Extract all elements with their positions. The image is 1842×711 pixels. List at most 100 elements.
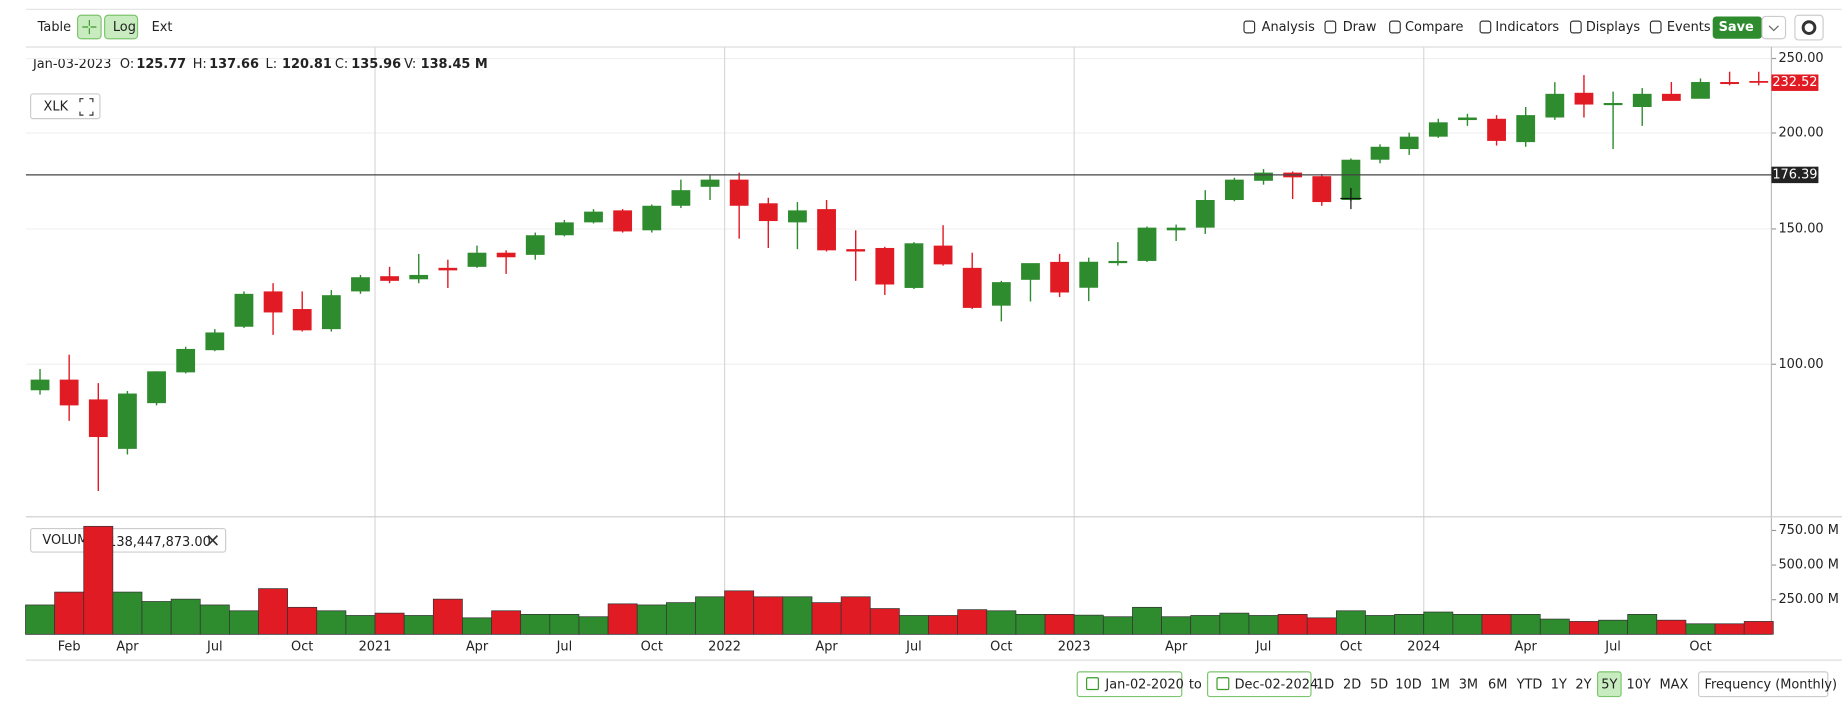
- from-date: Jan-02-2020: [1104, 677, 1183, 692]
- volume-bar: [25, 604, 55, 635]
- last-price: 232.52: [1772, 75, 1817, 90]
- candle-body: [292, 309, 312, 331]
- volume-bar: [1452, 614, 1483, 635]
- x-tick-label: Jul: [1255, 640, 1272, 655]
- readout-date: Jan-03-2023: [32, 57, 111, 72]
- volume-bar: [753, 596, 784, 635]
- volume-bar: [1190, 615, 1221, 635]
- range-button[interactable]: 3M: [1459, 677, 1478, 692]
- volume-bar: [1598, 619, 1629, 635]
- volume-bar: [1015, 614, 1046, 635]
- crosshair-button[interactable]: [77, 14, 102, 40]
- candle-body: [118, 393, 137, 449]
- volume-bar: [1306, 617, 1337, 635]
- toolbar-tool[interactable]: Compare: [1405, 20, 1464, 35]
- frequency-box[interactable]: [1698, 671, 1829, 698]
- gear-icon: [1801, 20, 1817, 35]
- range-button[interactable]: 2D: [1343, 677, 1361, 692]
- range-button[interactable]: 10Y: [1627, 677, 1651, 692]
- from-date-box[interactable]: [1076, 671, 1183, 698]
- range-button[interactable]: 6M: [1488, 677, 1507, 692]
- x-tick-label: 2024: [1407, 640, 1440, 655]
- volume-bar: [1510, 614, 1541, 635]
- volume-tick-label: 500.00 M: [1778, 558, 1838, 573]
- readout-label: L:: [266, 57, 278, 72]
- volume-bar: [141, 601, 172, 635]
- tool-icon: [1649, 20, 1662, 34]
- candle-body: [147, 371, 166, 404]
- y-tick-label: 150.00: [1778, 221, 1823, 236]
- crosshair-price-box: [1771, 166, 1819, 184]
- candle-body: [1108, 260, 1128, 264]
- cursor: [1340, 187, 1362, 210]
- toolbar-tool[interactable]: Indicators: [1495, 20, 1559, 35]
- x-tick-label: Apr: [1165, 640, 1188, 655]
- volume-bar: [258, 588, 288, 635]
- range-button[interactable]: 2Y: [1575, 677, 1591, 692]
- candle-body: [788, 210, 807, 223]
- close-icon[interactable]: [207, 535, 218, 546]
- toolbar-tool[interactable]: Displays: [1586, 20, 1641, 35]
- dropdown-arrow: [1768, 25, 1779, 32]
- volume-tag-label: VOLUME: [42, 533, 96, 548]
- candle-body: [1720, 82, 1740, 85]
- volume-bar: [287, 606, 318, 635]
- range-button[interactable]: 1D: [1316, 677, 1334, 692]
- toolbar-tool[interactable]: Events: [1667, 20, 1711, 35]
- range-button[interactable]: 1M: [1431, 677, 1450, 692]
- symbol-box[interactable]: [30, 93, 101, 120]
- range-button[interactable]: YTD: [1516, 677, 1543, 692]
- tool-icon: [1243, 20, 1256, 34]
- candle-body: [1021, 263, 1040, 280]
- active-range[interactable]: [1596, 671, 1622, 698]
- volume-bar: [403, 615, 434, 635]
- readout-label: H:: [193, 57, 207, 72]
- candle-body: [1137, 227, 1157, 261]
- save-dropdown[interactable]: [1761, 15, 1787, 40]
- volume-bar: [1161, 616, 1192, 635]
- candle-body: [176, 348, 196, 373]
- candle-body: [321, 295, 341, 330]
- range-button[interactable]: MAX: [1660, 677, 1689, 692]
- candle-body: [1312, 176, 1332, 203]
- candle-body: [409, 274, 429, 280]
- y-tick-label: 250.00: [1778, 51, 1823, 66]
- volume-bar: [724, 590, 755, 635]
- volume-bar: [229, 610, 259, 635]
- volume-tick-label: 750.00 M: [1778, 523, 1838, 538]
- volume-bar: [578, 616, 609, 635]
- volume-bar: [899, 615, 929, 635]
- volume-bar: [811, 602, 842, 635]
- toolbar-button[interactable]: Table: [37, 20, 71, 35]
- candle-body: [758, 203, 778, 222]
- frequency: Frequency (Monthly): [1704, 677, 1837, 692]
- volume-bar: [1102, 616, 1133, 635]
- to-date-box[interactable]: [1207, 671, 1312, 698]
- candle-body: [59, 379, 79, 406]
- readout-label: V:: [404, 57, 416, 72]
- settings-button[interactable]: [1794, 14, 1824, 41]
- candle-body: [1370, 146, 1390, 160]
- candle-body: [904, 243, 924, 288]
- save-button[interactable]: [1712, 16, 1763, 39]
- x-tick-label: Apr: [466, 640, 489, 655]
- range-button[interactable]: 5D: [1370, 677, 1388, 692]
- calendar-icon: [1216, 677, 1230, 691]
- candle-body: [1691, 82, 1710, 99]
- candle-body: [962, 267, 982, 308]
- x-tick-label: Jul: [206, 640, 223, 655]
- toolbar-tool[interactable]: Analysis: [1262, 20, 1315, 35]
- candle-body: [1399, 136, 1419, 150]
- log-button[interactable]: [104, 14, 139, 40]
- range-button[interactable]: 10D: [1395, 677, 1421, 692]
- candle-body: [1166, 227, 1186, 231]
- toolbar-button[interactable]: Ext: [152, 20, 173, 35]
- to-date: Dec-02-2024: [1235, 677, 1319, 692]
- x-tick-label: Apr: [1515, 640, 1538, 655]
- volume-bar: [345, 615, 376, 635]
- toolbar-tool[interactable]: Draw: [1343, 20, 1377, 35]
- last-price-box: [1771, 74, 1819, 91]
- range-button[interactable]: 5Y: [1601, 677, 1617, 692]
- range-button[interactable]: 1Y: [1551, 677, 1567, 692]
- toolbar-button[interactable]: Log: [113, 20, 136, 35]
